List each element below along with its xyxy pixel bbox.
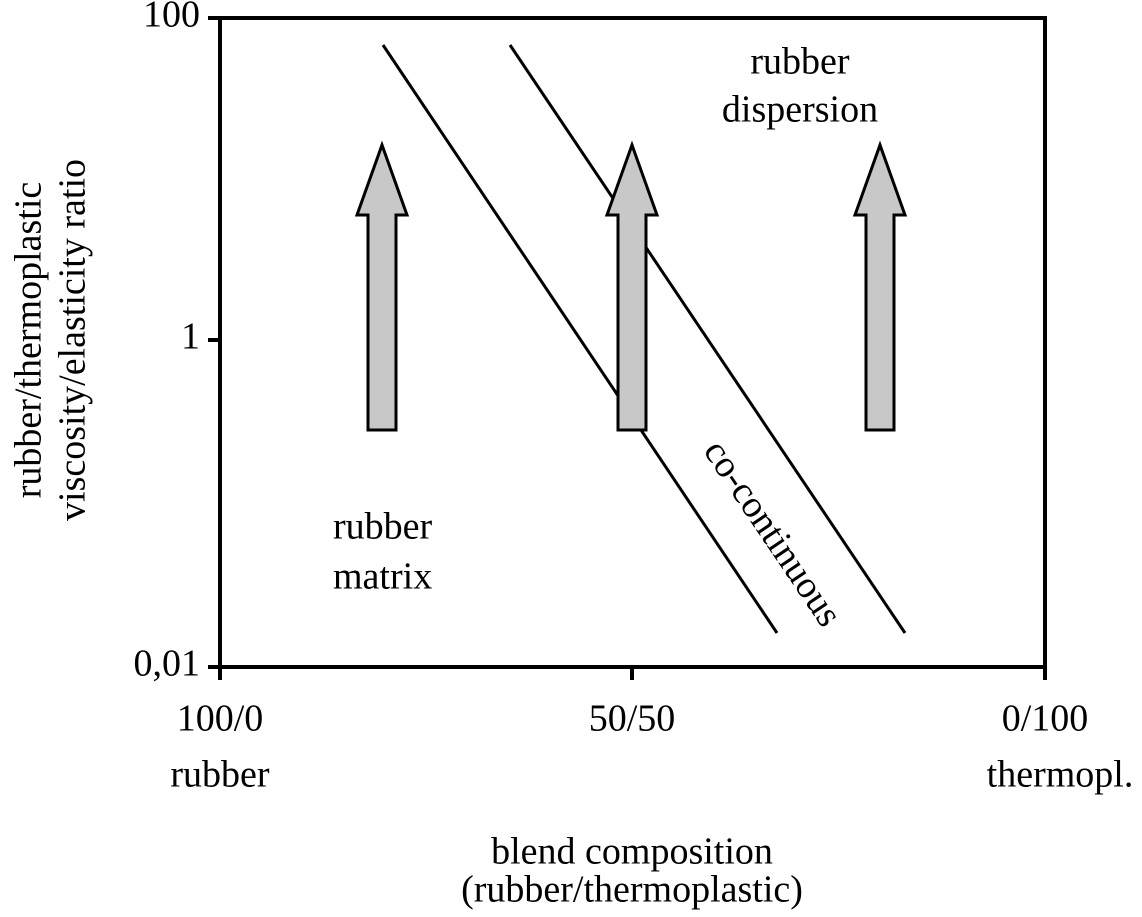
region-label: dispersion — [722, 89, 878, 131]
y-tick-label: 100 — [143, 0, 200, 36]
arrows — [354, 140, 908, 432]
y-axis-label: rubber/thermoplastic — [8, 182, 50, 499]
region-label: co-continuous — [695, 432, 850, 634]
region-label: rubber — [750, 41, 850, 83]
x-axis-label: (rubber/thermoplastic) — [461, 869, 803, 911]
tick-marks — [208, 16, 1047, 680]
x-end-label: rubber — [170, 754, 270, 796]
x-tick-label: 100/0 — [177, 698, 264, 740]
y-tick-label: 0,01 — [134, 643, 201, 685]
x-axis-label: blend composition — [491, 831, 773, 873]
y-axis-label: viscosity/elasticity ratio — [52, 159, 94, 521]
region-label: matrix — [333, 556, 432, 598]
x-tick-label: 0/100 — [1002, 698, 1089, 740]
y-tick-label: 1 — [181, 316, 200, 358]
boundary-lines — [381, 44, 907, 634]
x-tick-label: 50/50 — [589, 698, 676, 740]
region-label: rubber — [333, 506, 433, 548]
x-end-label: thermopl. — [987, 754, 1134, 796]
